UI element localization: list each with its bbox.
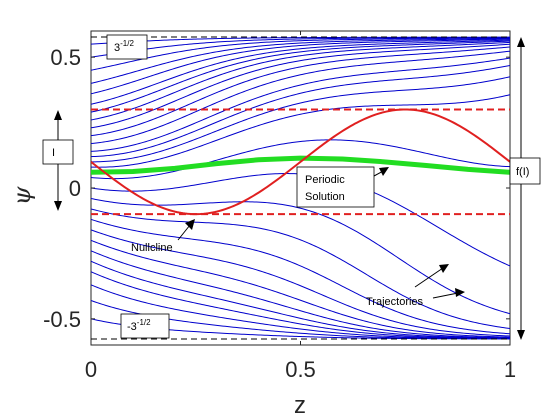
x-tick-label: 1 — [504, 357, 516, 382]
lower-bound-label: -3-1/2 — [120, 313, 170, 339]
svg-text:3-1/2: 3-1/2 — [114, 39, 134, 54]
x-axis-label: z — [294, 392, 306, 419]
image-label: f(I) — [516, 166, 529, 178]
trajectory-line — [91, 38, 510, 84]
trajectory-line — [91, 208, 510, 330]
trajectory-line — [91, 260, 510, 339]
trajectory-line — [91, 50, 510, 145]
periodic-annotation: Periodic Solution — [296, 166, 389, 208]
y-tick-label: 0.5 — [50, 45, 81, 70]
trajectory-line — [91, 218, 510, 335]
interval-label: I — [52, 147, 55, 159]
svg-text:-3-1/2: -3-1/2 — [127, 318, 151, 333]
trajectory-line — [91, 40, 510, 113]
trajectory-line — [91, 64, 510, 158]
svg-text:Periodic: Periodic — [305, 174, 345, 186]
trajectory-line — [91, 76, 510, 163]
trajectory-line — [91, 197, 510, 315]
trajectory-curves — [91, 36, 510, 340]
invariant-bounds — [91, 36, 510, 340]
trajectory-line — [91, 239, 510, 338]
nullcline-annotation: Nullcline — [131, 219, 195, 254]
trajectory-line — [91, 43, 510, 129]
trajectory-line — [91, 39, 510, 105]
svg-text:Solution: Solution — [305, 191, 345, 203]
periodic-solution-line — [91, 155, 510, 175]
y-tick-label: 0 — [69, 176, 81, 201]
trajectory-line — [91, 36, 510, 58]
trajectory-line — [91, 36, 510, 45]
nullcline-curve — [91, 108, 510, 216]
trajectory-line — [91, 38, 510, 95]
trajectory-line — [91, 37, 510, 71]
trajectory-line — [91, 94, 510, 168]
periodic-solution-curve — [91, 155, 510, 175]
nullcline-line — [91, 108, 510, 216]
trajectory-line — [91, 229, 510, 337]
interval-indicator: I — [42, 110, 74, 211]
trajectory-line — [91, 250, 510, 339]
trajectory-line — [91, 46, 510, 137]
y-axis-label: ψ — [8, 185, 36, 205]
y-tick-label: -0.5 — [43, 307, 81, 332]
trajectories-annotation: Trajectories — [366, 264, 465, 308]
image-indicator: f(I) — [509, 37, 541, 340]
trajectory-line — [91, 41, 510, 121]
trajectory-line — [91, 139, 510, 180]
trajectory-line — [91, 57, 510, 152]
trajectory-line — [91, 271, 510, 339]
x-tick-label: 0 — [85, 357, 97, 382]
axes: 0 0.5 1-0.500.5 — [43, 31, 516, 382]
svg-text:Nullcline: Nullcline — [131, 242, 173, 254]
svg-text:Trajectories: Trajectories — [366, 296, 424, 308]
upper-bound-label: 3-1/2 — [106, 34, 148, 60]
x-tick-label: 0.5 — [285, 357, 316, 382]
